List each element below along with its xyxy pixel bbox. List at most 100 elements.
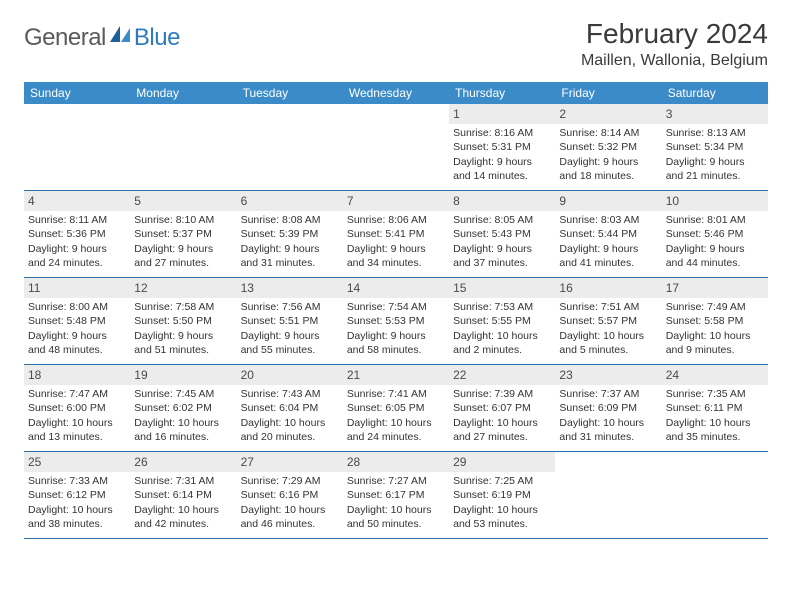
day-number: 12 xyxy=(130,278,236,298)
day-info-line: Sunset: 5:31 PM xyxy=(451,140,553,154)
day-info-line: Sunrise: 7:53 AM xyxy=(451,300,553,314)
day-info-line: Sunset: 5:44 PM xyxy=(557,227,659,241)
week-row: 1Sunrise: 8:16 AMSunset: 5:31 PMDaylight… xyxy=(24,104,768,191)
day-cell: 8Sunrise: 8:05 AMSunset: 5:43 PMDaylight… xyxy=(449,191,555,277)
day-cell: 28Sunrise: 7:27 AMSunset: 6:17 PMDayligh… xyxy=(343,452,449,538)
day-info-line: Daylight: 10 hours xyxy=(664,416,766,430)
title-block: February 2024 Maillen, Wallonia, Belgium xyxy=(581,18,768,70)
day-info-line: Sunrise: 7:51 AM xyxy=(557,300,659,314)
day-cell: 2Sunrise: 8:14 AMSunset: 5:32 PMDaylight… xyxy=(555,104,661,190)
day-info-line: Daylight: 10 hours xyxy=(664,329,766,343)
weekday-friday: Friday xyxy=(555,82,661,104)
day-info-line: and 42 minutes. xyxy=(132,517,234,531)
day-info-line: Daylight: 10 hours xyxy=(451,416,553,430)
day-cell: 4Sunrise: 8:11 AMSunset: 5:36 PMDaylight… xyxy=(24,191,130,277)
day-cell xyxy=(343,104,449,190)
day-info-line: Sunrise: 7:41 AM xyxy=(345,387,447,401)
logo: General Blue xyxy=(24,24,180,52)
day-cell: 19Sunrise: 7:45 AMSunset: 6:02 PMDayligh… xyxy=(130,365,236,451)
day-info-line: Daylight: 9 hours xyxy=(132,242,234,256)
day-info-line: Daylight: 9 hours xyxy=(451,155,553,169)
day-cell: 16Sunrise: 7:51 AMSunset: 5:57 PMDayligh… xyxy=(555,278,661,364)
day-info-line: and 38 minutes. xyxy=(26,517,128,531)
day-info-line: Sunset: 6:19 PM xyxy=(451,488,553,502)
day-info-line: Sunrise: 8:08 AM xyxy=(239,213,341,227)
day-info-line: Sunrise: 7:39 AM xyxy=(451,387,553,401)
weekday-saturday: Saturday xyxy=(662,82,768,104)
day-info-line: Daylight: 9 hours xyxy=(557,242,659,256)
day-info-line: Daylight: 9 hours xyxy=(26,329,128,343)
day-number: 23 xyxy=(555,365,661,385)
day-info-line: Sunset: 6:02 PM xyxy=(132,401,234,415)
day-cell: 24Sunrise: 7:35 AMSunset: 6:11 PMDayligh… xyxy=(662,365,768,451)
day-info-line: Sunrise: 8:06 AM xyxy=(345,213,447,227)
day-number: 26 xyxy=(130,452,236,472)
day-cell: 1Sunrise: 8:16 AMSunset: 5:31 PMDaylight… xyxy=(449,104,555,190)
day-info-line: Sunrise: 7:47 AM xyxy=(26,387,128,401)
day-info-line: Sunset: 6:16 PM xyxy=(239,488,341,502)
day-info-line: Sunset: 5:37 PM xyxy=(132,227,234,241)
day-info-line: Sunrise: 8:01 AM xyxy=(664,213,766,227)
day-info-line: and 44 minutes. xyxy=(664,256,766,270)
day-info-line: Sunrise: 7:56 AM xyxy=(239,300,341,314)
day-info-line: and 48 minutes. xyxy=(26,343,128,357)
day-info-line: Sunset: 6:17 PM xyxy=(345,488,447,502)
weekday-tuesday: Tuesday xyxy=(237,82,343,104)
day-cell: 18Sunrise: 7:47 AMSunset: 6:00 PMDayligh… xyxy=(24,365,130,451)
day-info-line: Sunrise: 7:33 AM xyxy=(26,474,128,488)
day-info-line: Sunset: 5:32 PM xyxy=(557,140,659,154)
day-cell: 26Sunrise: 7:31 AMSunset: 6:14 PMDayligh… xyxy=(130,452,236,538)
day-number: 8 xyxy=(449,191,555,211)
day-info-line: Sunset: 5:53 PM xyxy=(345,314,447,328)
day-info-line: Daylight: 9 hours xyxy=(664,242,766,256)
day-info-line: Sunrise: 8:13 AM xyxy=(664,126,766,140)
day-cell: 9Sunrise: 8:03 AMSunset: 5:44 PMDaylight… xyxy=(555,191,661,277)
day-info-line: Sunset: 5:46 PM xyxy=(664,227,766,241)
day-cell xyxy=(237,104,343,190)
day-info-line: Daylight: 10 hours xyxy=(557,329,659,343)
day-info-line: Sunset: 6:04 PM xyxy=(239,401,341,415)
calendar-grid: Sunday Monday Tuesday Wednesday Thursday… xyxy=(24,82,768,539)
day-info-line: Daylight: 9 hours xyxy=(239,242,341,256)
day-cell: 17Sunrise: 7:49 AMSunset: 5:58 PMDayligh… xyxy=(662,278,768,364)
day-info-line: Daylight: 9 hours xyxy=(132,329,234,343)
day-info-line: Daylight: 10 hours xyxy=(451,329,553,343)
day-info-line: Daylight: 9 hours xyxy=(451,242,553,256)
day-number: 14 xyxy=(343,278,449,298)
day-info-line: Sunrise: 8:11 AM xyxy=(26,213,128,227)
day-number: 3 xyxy=(662,104,768,124)
logo-text-general: General xyxy=(24,24,106,52)
month-title: February 2024 xyxy=(581,18,768,50)
week-row: 4Sunrise: 8:11 AMSunset: 5:36 PMDaylight… xyxy=(24,191,768,278)
day-info-line: and 21 minutes. xyxy=(664,169,766,183)
day-number: 9 xyxy=(555,191,661,211)
calendar-page: General Blue February 2024 Maillen, Wall… xyxy=(0,0,792,557)
day-info-line: and 16 minutes. xyxy=(132,430,234,444)
day-info-line: Daylight: 10 hours xyxy=(239,503,341,517)
day-info-line: Sunset: 5:55 PM xyxy=(451,314,553,328)
day-info-line: Sunset: 5:58 PM xyxy=(664,314,766,328)
day-info-line: and 31 minutes. xyxy=(239,256,341,270)
day-info-line: Sunset: 6:07 PM xyxy=(451,401,553,415)
day-info-line: and 2 minutes. xyxy=(451,343,553,357)
day-number: 6 xyxy=(237,191,343,211)
weekday-thursday: Thursday xyxy=(449,82,555,104)
day-info-line: and 5 minutes. xyxy=(557,343,659,357)
day-info-line: Sunrise: 8:00 AM xyxy=(26,300,128,314)
weekday-wednesday: Wednesday xyxy=(343,82,449,104)
day-info-line: Sunrise: 7:45 AM xyxy=(132,387,234,401)
day-cell: 23Sunrise: 7:37 AMSunset: 6:09 PMDayligh… xyxy=(555,365,661,451)
day-info-line: Daylight: 9 hours xyxy=(664,155,766,169)
day-cell xyxy=(555,452,661,538)
day-info-line: Daylight: 10 hours xyxy=(239,416,341,430)
day-info-line: Sunset: 5:51 PM xyxy=(239,314,341,328)
day-cell: 15Sunrise: 7:53 AMSunset: 5:55 PMDayligh… xyxy=(449,278,555,364)
day-number: 10 xyxy=(662,191,768,211)
day-info-line: Sunrise: 7:58 AM xyxy=(132,300,234,314)
day-cell: 20Sunrise: 7:43 AMSunset: 6:04 PMDayligh… xyxy=(237,365,343,451)
day-cell xyxy=(662,452,768,538)
logo-text-blue: Blue xyxy=(134,24,180,52)
day-number: 13 xyxy=(237,278,343,298)
day-info-line: Sunrise: 7:29 AM xyxy=(239,474,341,488)
day-info-line: Sunset: 6:00 PM xyxy=(26,401,128,415)
